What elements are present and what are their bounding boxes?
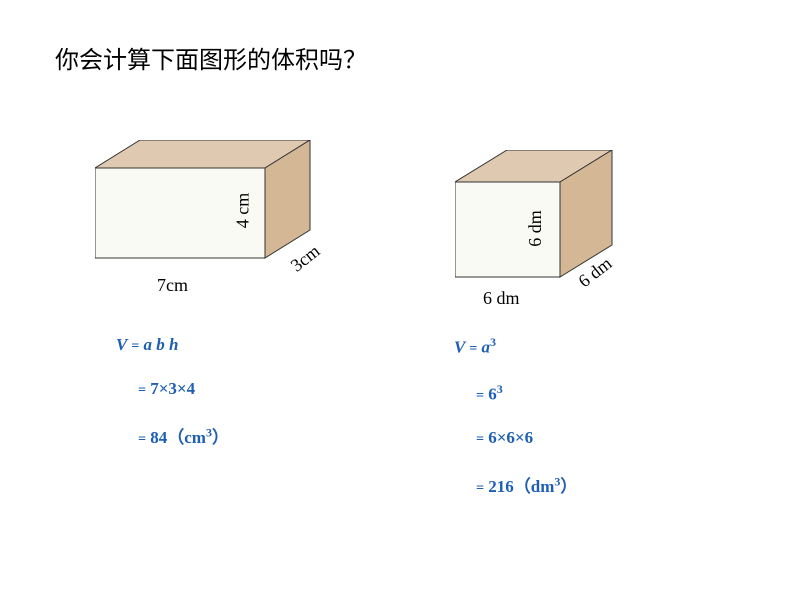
formula-2-eq2: = <box>476 388 484 403</box>
formula-2-sup1: 3 <box>490 335 496 349</box>
formula-2-val3: 6×6×6 <box>488 428 533 447</box>
formula-2-a: a <box>482 338 491 357</box>
formula-2-line3: = 6×6×6 <box>454 428 577 448</box>
cuboid-2-width-label: 6 dm <box>483 288 520 309</box>
formula-1-line2: = 7×3×4 <box>116 379 229 399</box>
formula-1-line3: = 84（cm3） <box>116 423 229 448</box>
formula-2: V = a3 = 63 = 6×6×6 = 216（dm3） <box>454 335 577 521</box>
formula-2-val4: 216 <box>488 477 514 496</box>
formula-2-eq1: = <box>469 342 477 357</box>
formula-2-eq3: = <box>476 432 484 447</box>
cuboid-1: 7cm 4 cm 3cm <box>95 140 355 315</box>
formula-1-v: V <box>116 335 127 354</box>
formula-1-close: ） <box>212 428 229 447</box>
formula-2-unit: （dm <box>514 477 555 496</box>
formula-1: V = a b h = 7×3×4 = 84（cm3） <box>116 335 229 472</box>
formula-2-line2: = 63 <box>454 382 577 405</box>
formula-2-close: ） <box>560 477 577 496</box>
formula-1-abh: a b h <box>144 335 179 354</box>
formula-2-line1: V = a3 <box>454 335 577 358</box>
formula-1-eq1: = <box>131 339 139 354</box>
formula-1-val2: 7×3×4 <box>150 379 195 398</box>
formula-2-line4: = 216（dm3） <box>454 472 577 497</box>
cuboid-1-svg <box>95 140 355 310</box>
formula-2-val2: 6 <box>488 384 497 403</box>
formula-2-sup2: 3 <box>497 382 503 396</box>
formula-1-val3: 84 <box>150 428 167 447</box>
formula-1-line1: V = a b h <box>116 335 229 355</box>
formula-1-eq3: = <box>138 432 146 447</box>
page-title: 你会计算下面图形的体积吗？ <box>55 40 367 75</box>
cuboid-1-height-label: 4 cm <box>232 193 253 229</box>
formula-1-eq2: = <box>138 383 146 398</box>
cuboid-2-height-label: 6 dm <box>525 210 546 247</box>
cuboid-1-width-label: 7cm <box>157 275 188 296</box>
formula-1-unit: （cm <box>167 428 206 447</box>
formula-2-v: V <box>454 338 465 357</box>
cuboid-2: 6 dm 6 dm 6 dm <box>455 150 675 335</box>
formula-2-eq4: = <box>476 481 484 496</box>
